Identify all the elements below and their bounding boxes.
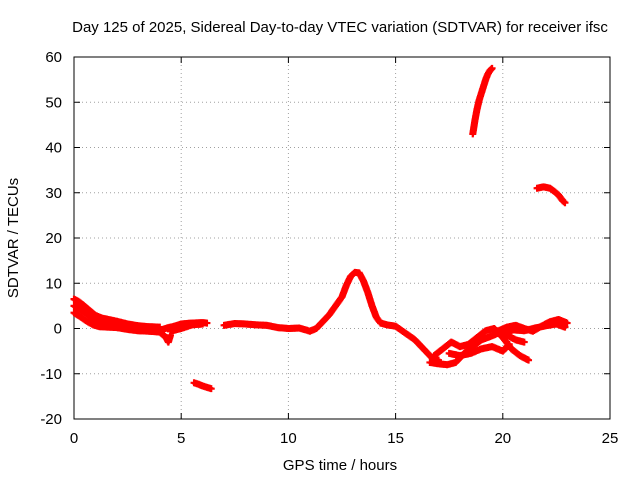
data-point [525, 356, 533, 364]
series-evening-b [499, 320, 569, 337]
y-tick-label: 40 [45, 140, 62, 157]
data-point [207, 385, 215, 393]
series-high-arc [469, 64, 496, 138]
data-point [561, 323, 569, 331]
x-tick-label: 20 [494, 430, 511, 447]
x-tick-label: 10 [280, 430, 297, 447]
y-tick-label: 50 [45, 94, 62, 111]
y-tick-label: 30 [45, 185, 62, 202]
x-tick-label: 25 [602, 430, 619, 447]
y-tick-label: 0 [54, 321, 62, 338]
series-midday [220, 268, 442, 364]
series-morning-b [166, 320, 207, 335]
series-afternoon-c [445, 340, 513, 360]
chart-title: Day 125 of 2025, Sidereal Day-to-day VTE… [72, 19, 608, 36]
x-tick-label: 15 [387, 430, 404, 447]
data-point [488, 64, 496, 72]
x-tick-label: 0 [70, 430, 78, 447]
y-tick-label: 60 [45, 49, 62, 66]
series-isolated-dip [190, 379, 215, 393]
data-point [199, 320, 207, 328]
data-point [561, 199, 569, 207]
y-tick-label: -10 [40, 366, 62, 383]
grid [74, 57, 610, 419]
y-axis-label: SDTVAR / TECUs [5, 178, 22, 298]
series-early-low [70, 309, 174, 346]
x-axis-ticks: 0 5 10 15 20 25 [70, 57, 619, 447]
x-axis-label: GPS time / hours [283, 457, 397, 474]
y-tick-label: 10 [45, 275, 62, 292]
data-point [563, 319, 571, 327]
y-axis-ticks: -20 -10 0 10 20 30 40 50 60 [40, 49, 610, 428]
x-tick-label: 5 [177, 430, 185, 447]
y-tick-label: -20 [40, 411, 62, 428]
data-point [505, 340, 513, 348]
y-tick-label: 20 [45, 230, 62, 247]
series-late-arc [533, 183, 569, 207]
data-point [520, 338, 528, 346]
data-series [70, 64, 571, 393]
